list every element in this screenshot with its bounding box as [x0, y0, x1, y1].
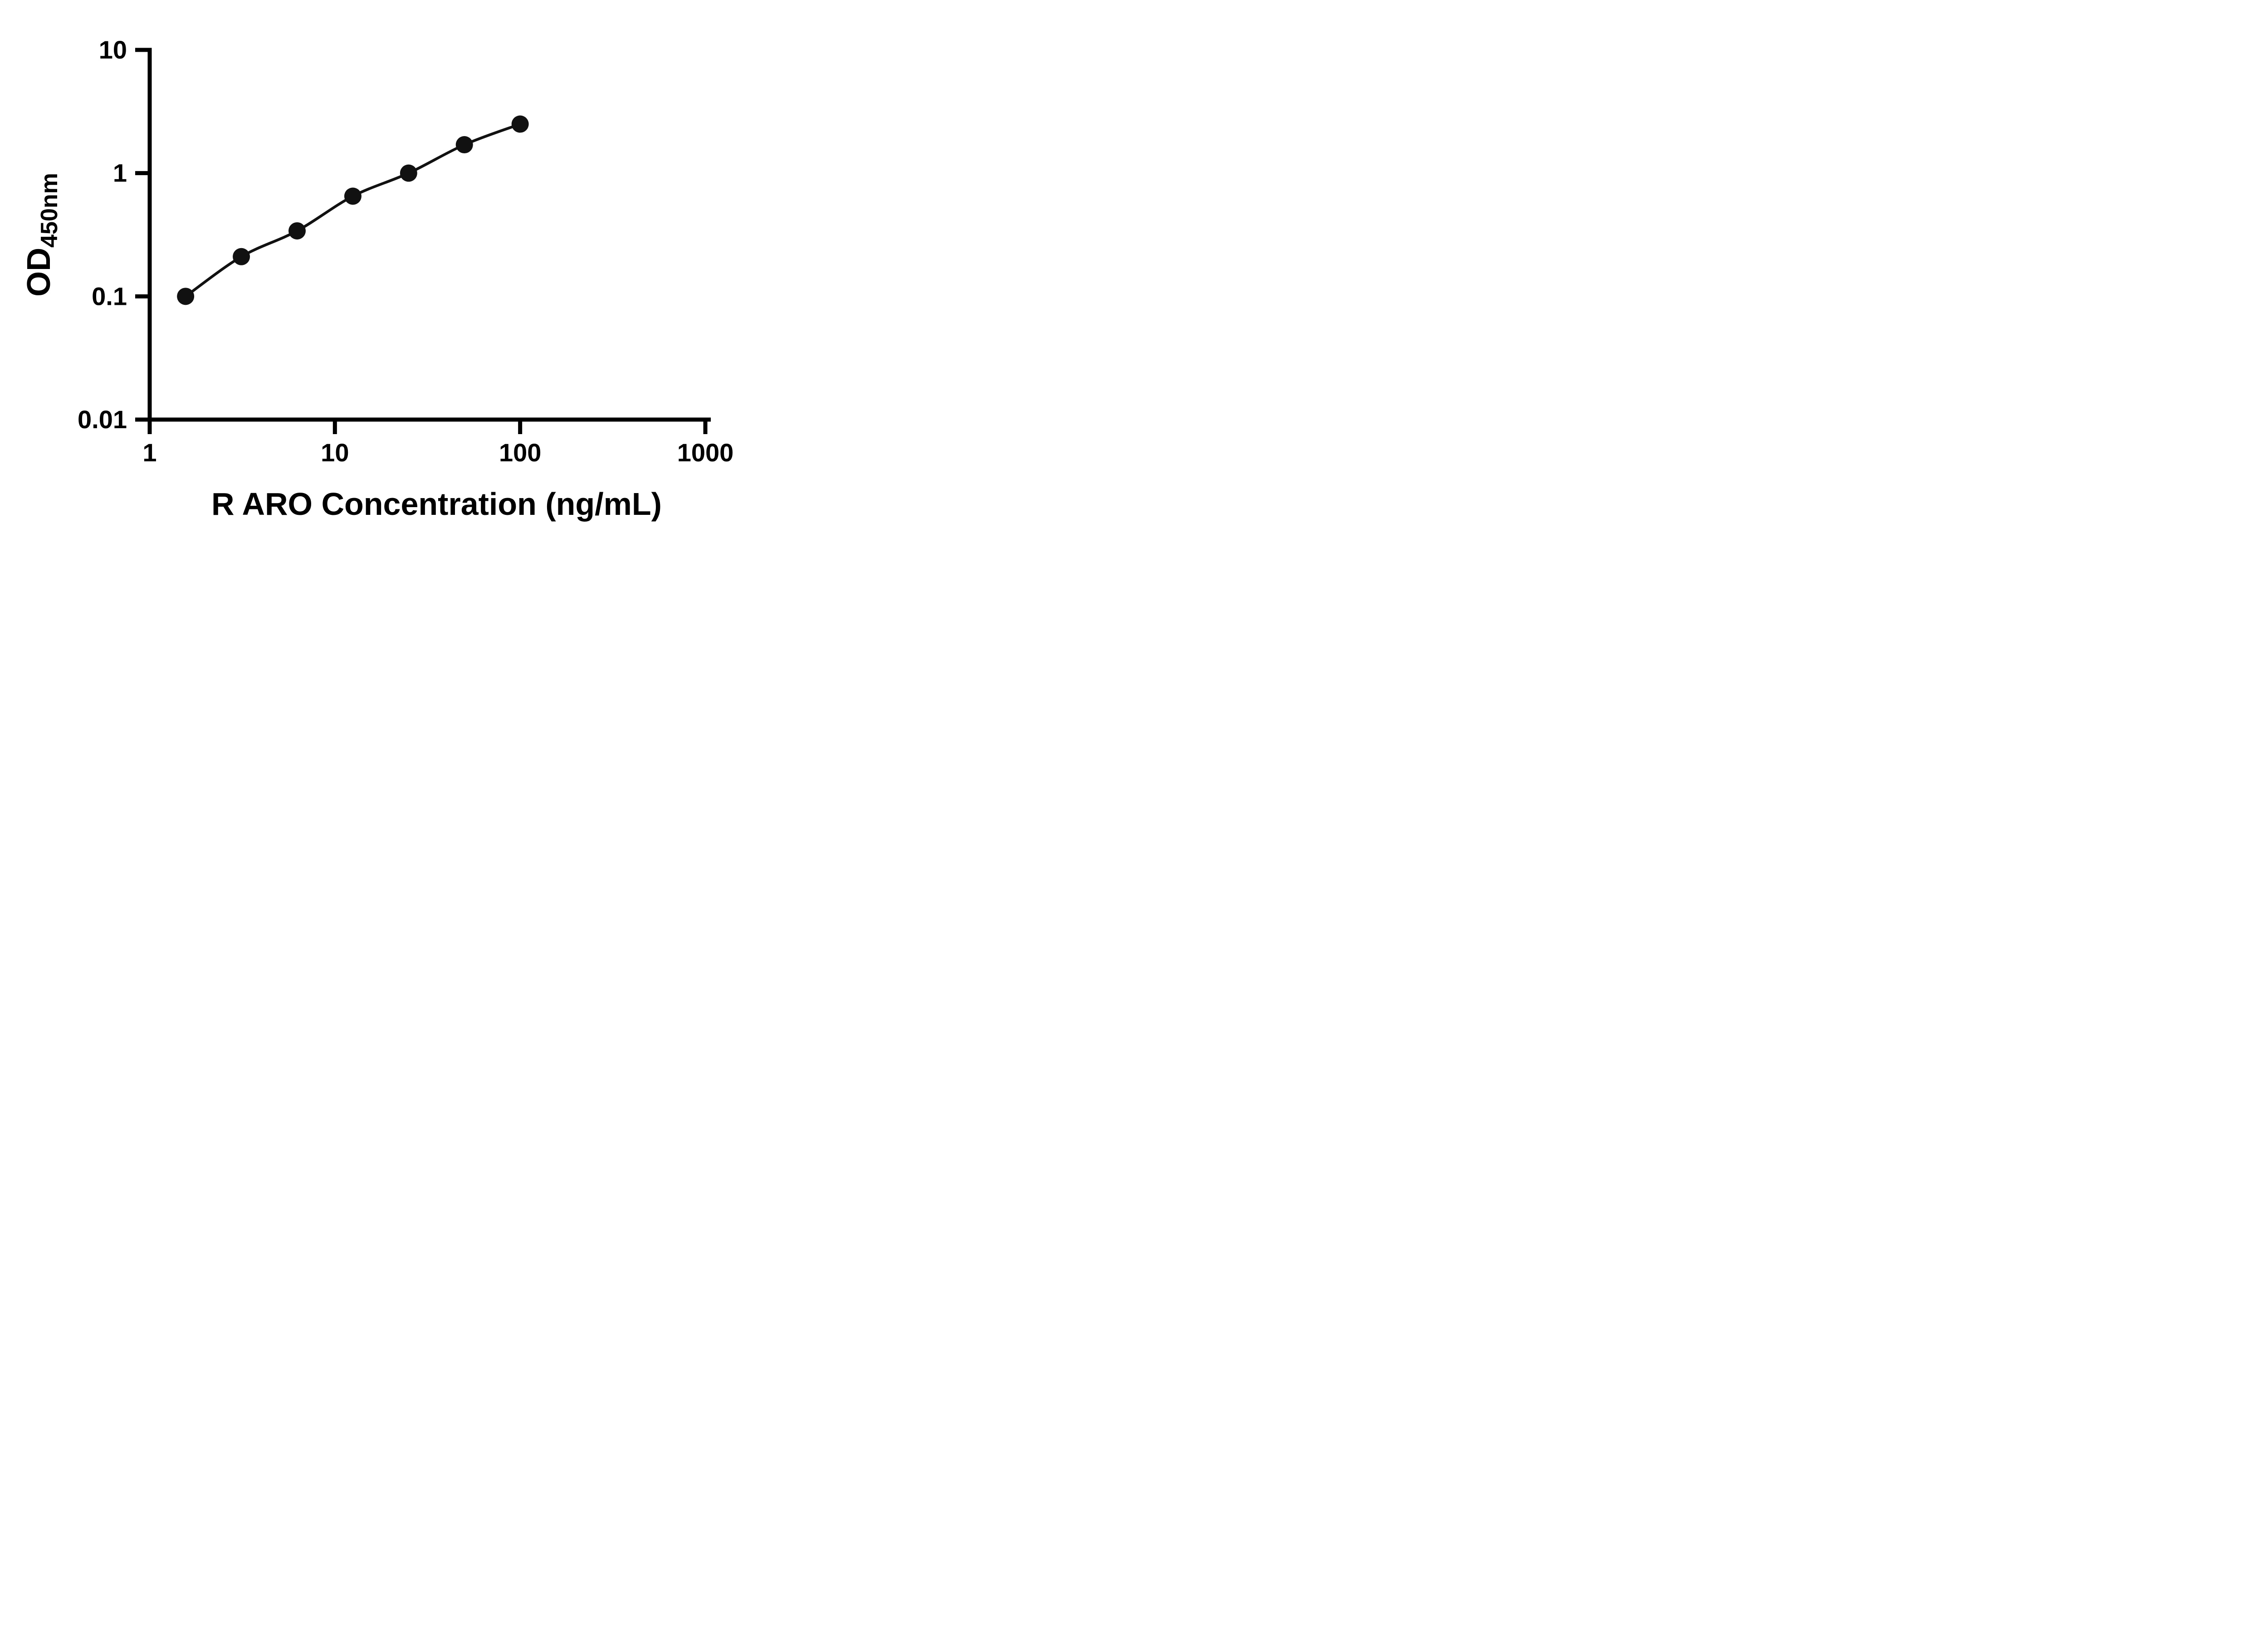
data-point-6: [511, 115, 529, 133]
y-axis-title-subscript: 450nm: [36, 173, 63, 248]
y-tick-label: 0.1: [92, 282, 127, 310]
y-tick-label: 10: [99, 35, 127, 64]
data-point-0: [177, 288, 195, 305]
data-point-5: [455, 136, 473, 154]
x-tick-label: 100: [499, 438, 541, 467]
y-axis-title: OD450nm: [21, 173, 63, 297]
x-axis-title: R ARO Concentration (ng/mL): [211, 486, 662, 522]
x-tick-label: 10: [321, 438, 349, 467]
axis-spines: [147, 48, 711, 422]
standard-curve-chart: 0.01 0.1 1 10 1 10 100 1000 R ARO Concentration …: [21, 35, 734, 522]
data-point-2: [288, 222, 306, 240]
y-tick-label: 1: [113, 159, 127, 187]
x-tick-label: 1: [142, 438, 156, 467]
y-tick-label: 0.01: [78, 405, 127, 434]
data-point-1: [233, 248, 250, 265]
y-axis-title-prefix: OD: [21, 248, 57, 297]
data-point-4: [400, 164, 417, 182]
x-tick-label: 1000: [677, 438, 734, 467]
elisa-standard-curve-figure: 0.01 0.1 1 10 1 10 100 1000 R ARO Concentration …: [0, 0, 777, 544]
data-point-3: [344, 187, 362, 205]
